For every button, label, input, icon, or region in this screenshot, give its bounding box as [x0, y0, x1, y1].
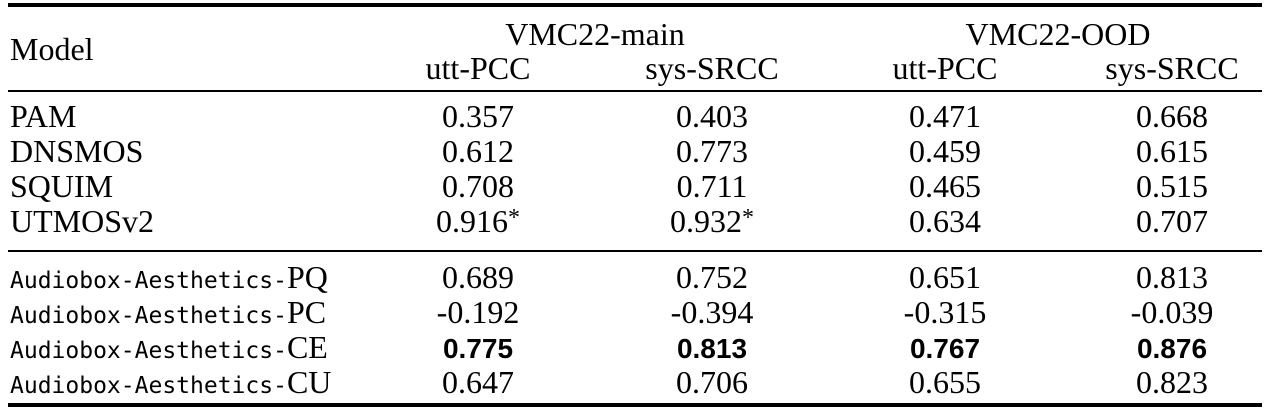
value-cell: -0.192: [358, 295, 598, 330]
top-rule: [8, 3, 1262, 7]
metric-value: 0.706: [676, 364, 748, 400]
value-cell: 0.634: [825, 204, 1065, 239]
value-cell: 0.459: [825, 134, 1065, 169]
value-cell: 0.932*: [592, 204, 832, 243]
bottom-rule: [8, 403, 1262, 407]
metric-value: -0.192: [436, 294, 520, 330]
model-name: DNSMOS: [10, 133, 144, 169]
group-header-vmc22-ood: VMC22-OOD: [965, 16, 1151, 52]
metric-value: 0.647: [442, 364, 514, 400]
value-cell: 0.465: [825, 169, 1065, 204]
metric-value: 0.634: [909, 203, 981, 239]
value-cell: 0.876: [1052, 330, 1275, 366]
value-cell: 0.655: [825, 365, 1065, 400]
value-cell: 0.689: [358, 260, 598, 295]
metric-value: 0.459: [909, 133, 981, 169]
metric-value: 0.515: [1136, 168, 1208, 204]
metric-value: 0.767: [909, 333, 981, 364]
metric-value: 0.689: [442, 259, 514, 295]
model-name-mono-prefix: Audiobox-Aesthetics-: [10, 268, 287, 294]
header-midrule: [8, 90, 1262, 92]
metric-value: -0.394: [670, 294, 754, 330]
model-name: PQ: [286, 259, 328, 295]
metric-value: 0.876: [1136, 333, 1208, 364]
value-cell: 0.471: [825, 99, 1065, 134]
subheader-ood-sys-srcc: sys-SRCC: [1105, 50, 1239, 86]
model-cell: Audiobox-Aesthetics-CU: [10, 365, 331, 404]
metric-value: 0.465: [909, 168, 981, 204]
metric-value: 0.813: [1136, 259, 1208, 295]
metric-value: 0.651: [909, 259, 981, 295]
value-cell: -0.394: [592, 295, 832, 330]
metric-value: 0.932: [670, 203, 742, 239]
significance-star: *: [508, 205, 520, 231]
value-cell: 0.823: [1052, 365, 1275, 400]
model-name: CU: [286, 364, 332, 400]
model-cell: SQUIM: [10, 169, 113, 204]
section-midrule: [8, 250, 1262, 252]
value-cell: 0.708: [358, 169, 598, 204]
value-cell: 0.813: [1052, 260, 1275, 295]
value-cell: 0.775: [358, 330, 598, 366]
value-cell: 0.773: [592, 134, 832, 169]
subheader-ood-utt-pcc: utt-PCC: [892, 50, 998, 86]
metric-value: 0.403: [676, 98, 748, 134]
value-cell: 0.668: [1052, 99, 1275, 134]
value-cell: 0.707: [1052, 204, 1275, 239]
metric-value: 0.357: [442, 98, 514, 134]
metric-value: 0.612: [442, 133, 514, 169]
value-cell: 0.752: [592, 260, 832, 295]
model-cell: Audiobox-Aesthetics-PQ: [10, 260, 328, 299]
model-cell: Audiobox-Aesthetics-CE: [10, 330, 328, 369]
group-header-vmc22-main: VMC22-main: [505, 16, 685, 52]
subheader-main-sys-srcc: sys-SRCC: [645, 50, 779, 86]
value-cell: -0.039: [1052, 295, 1275, 330]
metric-value: -0.039: [1130, 294, 1214, 330]
model-column-header: Model: [10, 31, 94, 67]
model-name: CE: [286, 329, 328, 365]
value-cell: 0.916*: [358, 204, 598, 243]
value-cell: 0.615: [1052, 134, 1275, 169]
model-name: UTMOSv2: [10, 203, 155, 239]
model-cell: PAM: [10, 99, 76, 134]
metric-value: 0.752: [676, 259, 748, 295]
metric-value: 0.775: [442, 333, 514, 364]
value-cell: -0.315: [825, 295, 1065, 330]
metric-value: 0.615: [1136, 133, 1208, 169]
model-name-mono-prefix: Audiobox-Aesthetics-: [10, 338, 287, 364]
model-cell: DNSMOS: [10, 134, 143, 169]
model-cell: UTMOSv2: [10, 204, 154, 239]
value-cell: 0.403: [592, 99, 832, 134]
metric-value: 0.655: [909, 364, 981, 400]
model-name-mono-prefix: Audiobox-Aesthetics-: [10, 373, 287, 399]
value-cell: 0.357: [358, 99, 598, 134]
metric-value: 0.823: [1136, 364, 1208, 400]
value-cell: 0.706: [592, 365, 832, 400]
metric-value: 0.708: [442, 168, 514, 204]
metric-value: 0.668: [1136, 98, 1208, 134]
model-name: PAM: [10, 98, 77, 134]
subheader-main-utt-pcc: utt-PCC: [425, 50, 531, 86]
value-cell: 0.813: [592, 330, 832, 366]
metric-value: 0.471: [909, 98, 981, 134]
value-cell: 0.767: [825, 330, 1065, 366]
metric-value: 0.707: [1136, 203, 1208, 239]
metric-value: -0.315: [903, 294, 987, 330]
metric-value: 0.916: [436, 203, 508, 239]
value-cell: 0.711: [592, 169, 832, 204]
value-cell: 0.651: [825, 260, 1065, 295]
metric-value: 0.813: [676, 333, 748, 364]
significance-star: *: [742, 205, 754, 231]
model-name: SQUIM: [10, 168, 114, 204]
model-name: PC: [286, 294, 327, 330]
metric-value: 0.711: [676, 168, 748, 204]
model-name-mono-prefix: Audiobox-Aesthetics-: [10, 303, 287, 329]
value-cell: 0.515: [1052, 169, 1275, 204]
model-cell: Audiobox-Aesthetics-PC: [10, 295, 326, 334]
value-cell: 0.647: [358, 365, 598, 400]
value-cell: 0.612: [358, 134, 598, 169]
metric-value: 0.773: [676, 133, 748, 169]
